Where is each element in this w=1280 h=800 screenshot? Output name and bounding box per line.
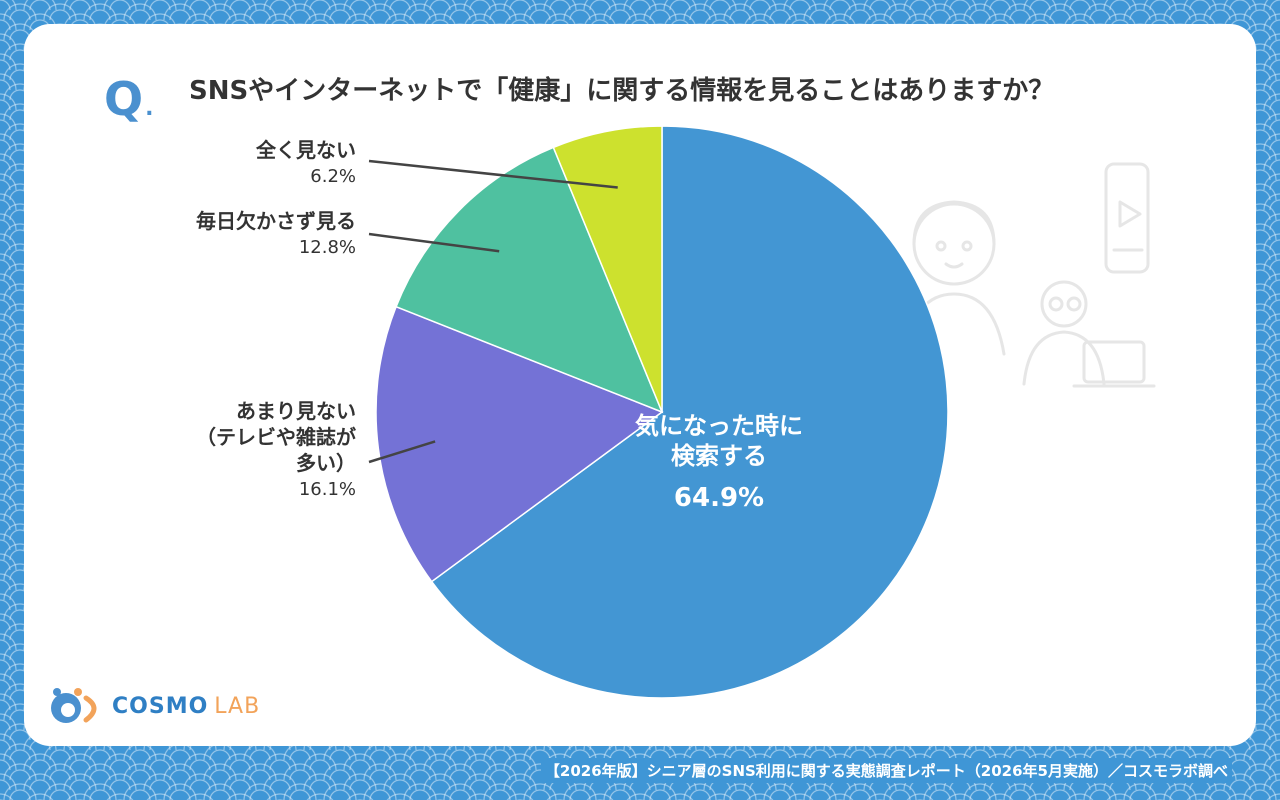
chart-card: Q. SNSやインターネットで「健康」に関する情報を見ることはありますか？ 気に… bbox=[24, 24, 1256, 746]
label-amari-minai: あまり見ない （テレビや雑誌が 多い） 16.1% bbox=[196, 398, 356, 504]
leader-line-2 bbox=[368, 232, 500, 253]
cosmo-lab-logo-icon bbox=[51, 688, 97, 723]
seniors-illustration bbox=[902, 162, 1156, 388]
pie-slice-1 bbox=[375, 305, 664, 583]
label-zen-ku-minai: 全く見ない 6.2% bbox=[256, 137, 356, 191]
slice-percent: 12.8% bbox=[298, 237, 356, 258]
slice-label: （テレビや雑誌が bbox=[196, 425, 356, 449]
main-slice-label-line1: 気になった時に bbox=[635, 412, 803, 440]
pie-slice-0 bbox=[430, 125, 949, 699]
main-slice-percent: 64.9% bbox=[674, 483, 764, 513]
source-footer: 【2026年版】シニア層のSNS利用に関する実態調査レポート（2026年5月実施… bbox=[540, 758, 1232, 783]
laptop-icon bbox=[1082, 340, 1146, 384]
brand-logo: COSMO LAB bbox=[48, 686, 260, 726]
logo-name: COSMO bbox=[112, 693, 209, 719]
leader-line-3 bbox=[368, 159, 618, 189]
main-slice-label-line2: 検索する bbox=[671, 442, 767, 470]
label-mainichi: 毎日欠かさず見る 12.8% bbox=[196, 208, 356, 262]
question-mark-icon: Q. bbox=[104, 72, 154, 126]
slice-label: 毎日欠かさず見る bbox=[196, 209, 356, 233]
leader-line-1 bbox=[368, 440, 436, 464]
slice-label: 全く見ない bbox=[256, 138, 356, 162]
logo-suffix: LAB bbox=[214, 693, 261, 719]
question-title: SNSやインターネットで「健康」に関する情報を見ることはありますか？ bbox=[189, 76, 1055, 106]
slice-percent: 6.2% bbox=[310, 166, 356, 187]
slice-percent: 16.1% bbox=[298, 479, 356, 500]
pie-slice-3 bbox=[552, 125, 663, 413]
smartphone-video-icon bbox=[1104, 162, 1150, 274]
slice-label: あまり見ない bbox=[236, 399, 356, 423]
slice-label: 多い） bbox=[296, 451, 356, 475]
pie-chart: 気になった時に 検索する 64.9% bbox=[368, 125, 949, 699]
pie-slice-2 bbox=[395, 146, 664, 414]
